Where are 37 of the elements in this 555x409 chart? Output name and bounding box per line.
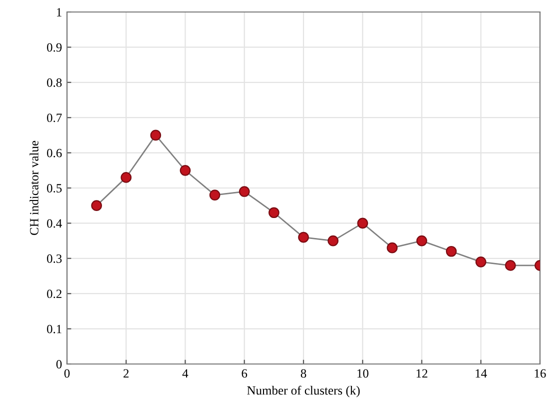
y-tick-label: 0.1	[46, 324, 62, 334]
y-tick-label: 1	[56, 8, 62, 16]
point	[446, 246, 457, 257]
y-tick-label: 0.7	[46, 114, 62, 122]
point	[328, 235, 338, 246]
point	[91, 200, 102, 212]
point	[357, 218, 368, 229]
x-tick-label: 12	[416, 369, 428, 378]
x-tick-label: 16	[534, 369, 546, 378]
point	[120, 172, 132, 183]
point	[386, 242, 398, 254]
point	[180, 164, 191, 176]
x-tick-label: 2	[124, 369, 129, 378]
y-tick-label: 0.8	[46, 78, 62, 87]
x-tick-label: 10	[357, 369, 368, 378]
point	[298, 232, 309, 243]
x-tick-label: 0	[64, 369, 70, 378]
point	[475, 256, 486, 268]
point	[505, 260, 516, 271]
x-tick-label: 8	[300, 369, 306, 378]
y-tick-label: 0.5	[46, 184, 62, 193]
point	[150, 130, 162, 141]
point	[416, 235, 428, 246]
x-tick-label: 14	[476, 369, 487, 378]
y-tick-label: 0.4	[46, 219, 62, 228]
point	[238, 186, 250, 197]
point	[209, 190, 220, 200]
y-tick-label: 0.3	[46, 254, 62, 263]
point	[268, 207, 280, 218]
x-tick-label: 4	[182, 369, 188, 378]
x-tick-label: 6	[242, 369, 248, 378]
x-axis-title: Number of clusters (k)	[247, 386, 360, 398]
y-tick-label: 0	[56, 360, 62, 368]
y-tick-label: 0.6	[46, 148, 62, 158]
y-tick-label: 0.9	[46, 43, 62, 52]
y-axis-title: CH indicator value	[30, 140, 38, 236]
y-tick-label: 0.2	[46, 290, 62, 298]
